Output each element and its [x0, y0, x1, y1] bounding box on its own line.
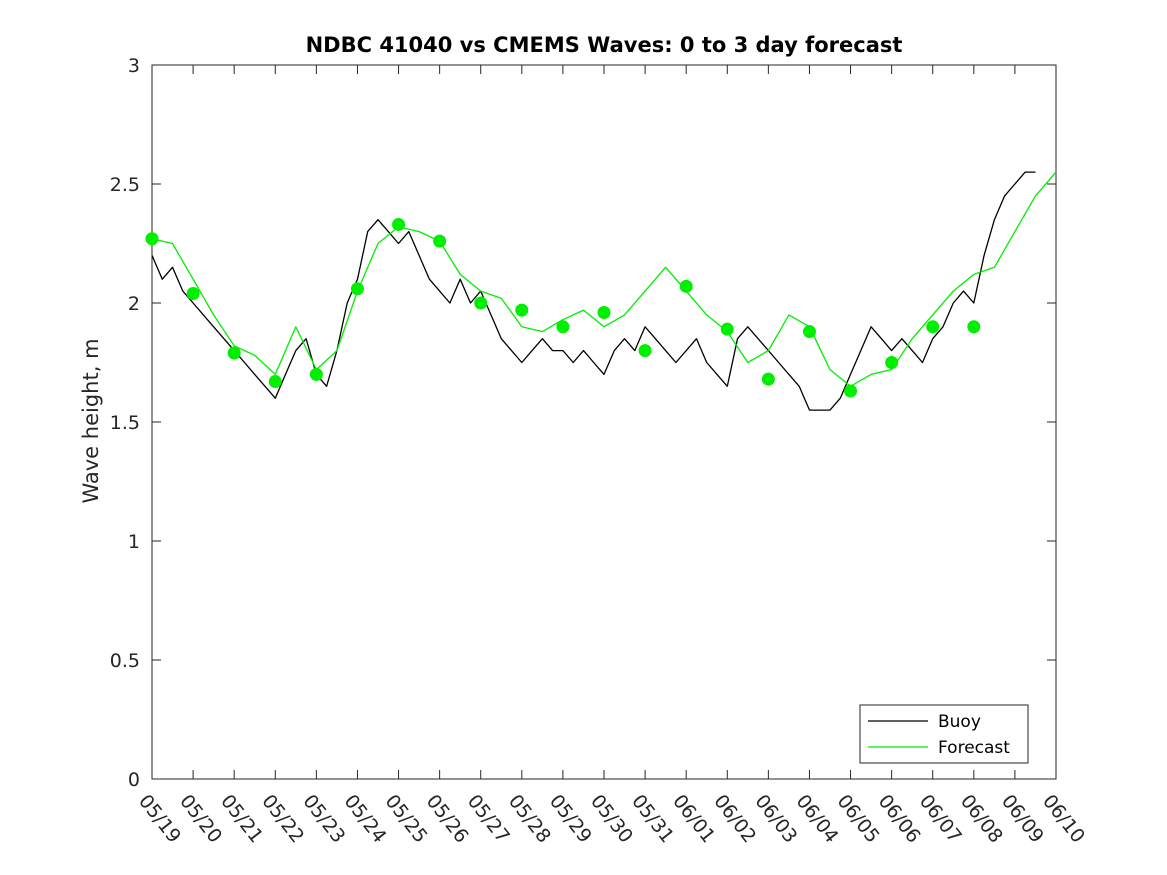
x-tick-label: 05/28 — [504, 791, 555, 848]
x-tick-label: 05/22 — [257, 791, 308, 848]
forecast-marker — [720, 322, 734, 336]
y-tick-label: 1.5 — [110, 412, 140, 434]
series-line-buoy — [151, 171, 1036, 411]
chart-title: NDBC 41040 vs CMEMS Waves: 0 to 3 day fo… — [306, 33, 903, 57]
forecast-marker — [802, 325, 816, 339]
x-tick-label: 06/09 — [997, 791, 1048, 848]
legend-box — [859, 704, 1029, 764]
x-tick-label: 06/06 — [874, 791, 925, 848]
x-tick-label: 05/24 — [340, 791, 391, 848]
x-tick-label: 06/02 — [709, 791, 760, 848]
forecast-marker — [268, 375, 282, 389]
x-tick-label: 05/20 — [175, 791, 226, 848]
x-tick-label: 05/29 — [545, 791, 596, 848]
x-tick-label: 05/23 — [298, 791, 349, 848]
x-tick-label: 05/19 — [134, 791, 185, 848]
x-tick-label: 05/25 — [381, 791, 432, 848]
forecast-marker — [309, 367, 323, 381]
x-tick-label: 06/05 — [833, 791, 884, 848]
forecast-marker — [885, 356, 899, 369]
legend: Buoy Forecast — [859, 704, 1029, 764]
x-tick-label: 06/10 — [1038, 791, 1089, 848]
forecast-marker — [967, 320, 981, 334]
forecast-markers — [145, 217, 981, 398]
forecast-marker — [679, 279, 693, 293]
y-tick-label: 2.5 — [110, 174, 140, 196]
legend-label-buoy: Buoy — [938, 712, 981, 732]
x-tick-label: 06/01 — [668, 791, 719, 848]
forecast-marker — [638, 344, 652, 358]
y-tick-label: 2 — [128, 293, 140, 315]
forecast-marker — [556, 320, 570, 334]
x-tick-label: 06/04 — [792, 791, 843, 848]
legend-label-forecast: Forecast — [938, 738, 1010, 758]
y-tick-label: 0 — [128, 769, 140, 791]
forecast-marker — [761, 372, 775, 386]
plot-frame — [151, 64, 1057, 780]
forecast-marker — [350, 282, 364, 296]
forecast-marker — [474, 296, 488, 310]
x-tick-label: 05/26 — [422, 791, 473, 848]
y-axis-label: Wave height, m — [79, 338, 103, 503]
series-layer — [151, 171, 1057, 411]
x-tick-label: 06/03 — [750, 791, 801, 848]
x-tick-label: 06/08 — [956, 791, 1007, 848]
y-tick-label: 1 — [128, 531, 140, 553]
y-axis-ticks: 0 0.5 1 1.5 2 2.5 3 — [110, 55, 1056, 791]
x-tick-label: 05/30 — [586, 791, 637, 848]
y-tick-label: 3 — [128, 55, 140, 77]
forecast-marker — [186, 286, 200, 300]
forecast-marker — [392, 217, 406, 231]
x-tick-label: 06/07 — [915, 791, 966, 848]
forecast-marker — [433, 234, 447, 248]
x-tick-label: 05/31 — [627, 791, 678, 848]
forecast-marker — [227, 346, 241, 360]
forecast-marker — [844, 384, 858, 398]
x-tick-label: 05/27 — [463, 791, 514, 848]
forecast-marker — [515, 303, 529, 317]
forecast-marker — [145, 232, 159, 246]
x-tick-label: 05/21 — [216, 791, 267, 848]
series-line-forecast — [151, 171, 1057, 387]
forecast-marker — [926, 320, 940, 334]
forecast-marker — [597, 306, 611, 320]
y-tick-label: 0.5 — [110, 650, 140, 672]
